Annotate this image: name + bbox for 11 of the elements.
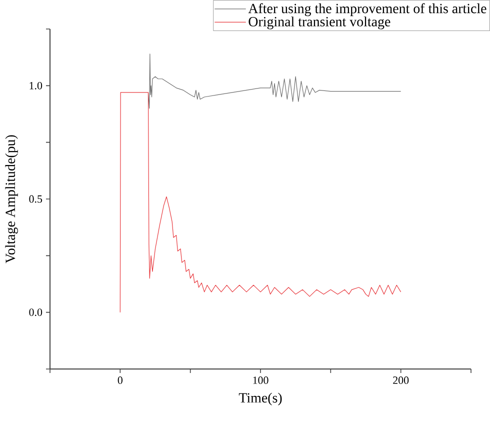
x-axis-title: Time(s) <box>238 392 282 406</box>
x-tick-label: 200 <box>393 376 409 384</box>
y-axis-title: Voltage Amplitude(pu) <box>5 135 18 264</box>
legend-label: Original transient voltage <box>248 16 390 30</box>
y-tick-label: 0.5 <box>29 195 42 203</box>
line-series <box>120 92 402 313</box>
x-tick-label: 100 <box>253 376 268 384</box>
y-tick-label: 0.0 <box>29 308 42 316</box>
legend-label: After using the improvement of this article <box>248 3 486 16</box>
x-tick-label: 0 <box>118 376 122 384</box>
y-tick-label: 1.0 <box>30 82 42 90</box>
